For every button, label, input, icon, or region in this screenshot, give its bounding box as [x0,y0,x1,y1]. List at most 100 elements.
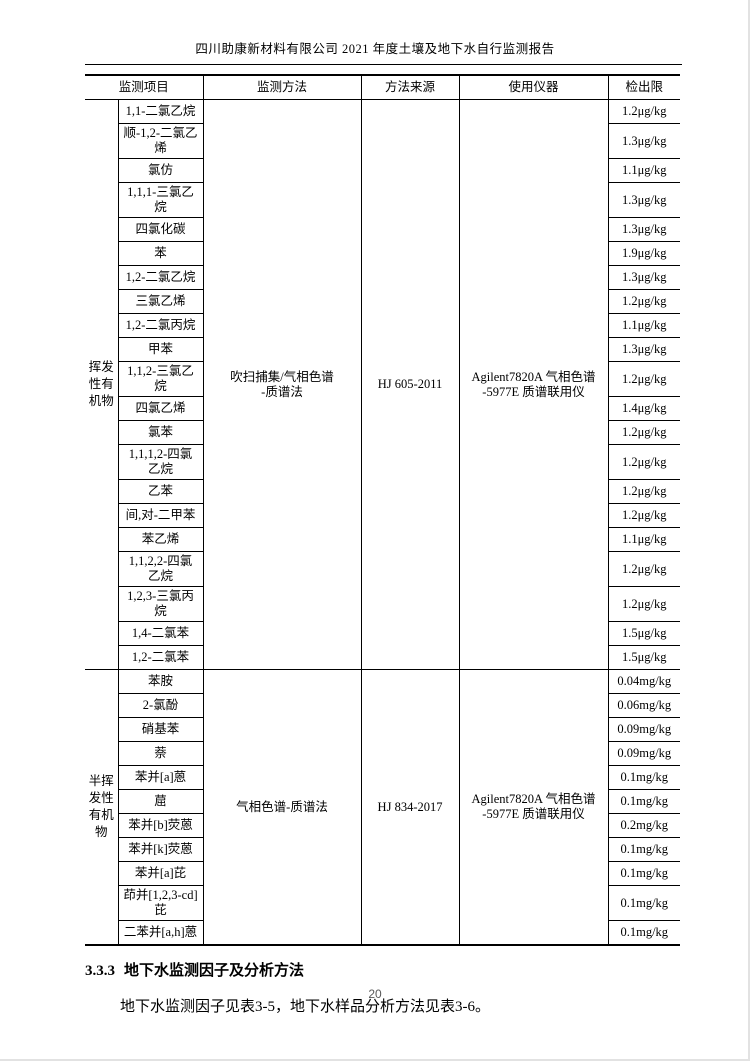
limit-cell: 1.3μg/kg [607,182,681,218]
item-cell: 1,1,2-三氯乙 烷 [117,361,204,397]
column-header-source: 方法来源 [360,74,460,100]
item-cell: 二苯并[a,h]蒽 [117,920,204,946]
column-header-method: 监测方法 [202,74,362,100]
table-row: 1,2-二氯丙烷 1.1μg/kg [85,313,681,338]
limit-cell: 1.5μg/kg [607,645,681,670]
item-cell: 四氯乙烯 [117,396,204,421]
item-cell: 甲苯 [117,337,204,362]
method-cell: 气相色谱-质谱法 [202,669,362,946]
group-category-cell: 挥发 性有 机物 [85,99,119,670]
column-header-item: 监测项目 [85,74,204,100]
item-cell: 苯并[a]芘 [117,861,204,886]
limit-cell: 1.5μg/kg [607,621,681,646]
item-cell: 氯仿 [117,158,204,183]
section-heading-title: 地下水监测因子及分析方法 [124,963,305,979]
item-cell: 苯并[b]荧蒽 [117,813,204,838]
table-row: 顺-1,2-二氯乙 烯 1.3μg/kg [85,123,681,159]
item-cell: 1,1,1-三氯乙 烷 [117,182,204,218]
limit-cell: 0.1mg/kg [607,789,681,814]
limit-cell: 0.1mg/kg [607,837,681,862]
table-row: 萘 0.09mg/kg [85,741,681,766]
item-cell: 苯胺 [117,669,204,694]
item-cell: 硝基苯 [117,717,204,742]
header-rule [85,64,682,65]
table-row: 半挥 发性 有机 物苯胺 气相色谱-质谱法 HJ 834-2017 Agilent78… [85,669,681,946]
source-cell: HJ 834-2017 [360,669,460,946]
table-row: 1,1,1,2-四氯 乙烷 1.2μg/kg [85,444,681,480]
item-cell: 顺-1,2-二氯乙 烯 [117,123,204,159]
document-header-title: 四川助康新材料有限公司 2021 年度土壤及地下水自行监测报告 [195,42,555,56]
item-cell: 三氯乙烯 [117,289,204,314]
limit-cell: 1.1μg/kg [607,158,681,183]
limit-cell: 0.1mg/kg [607,861,681,886]
table-row: 乙苯 1.2μg/kg [85,479,681,504]
item-cell: 茚并[1,2,3-cd] 芘 [117,885,204,921]
item-cell: 萘 [117,741,204,766]
limit-cell: 1.2μg/kg [607,586,681,622]
limit-cell: 1.1μg/kg [607,527,681,552]
item-cell: 1,1-二氯乙烷 [117,99,204,124]
instrument-cell: Agilent7820A 气相色谱 -5977E 质谱联用仪 [458,99,609,670]
item-cell: 1,2-二氯丙烷 [117,313,204,338]
item-cell: 䓛 [117,789,204,814]
item-cell: 四氯化碳 [117,217,204,242]
table-row: 三氯乙烯 1.2μg/kg [85,289,681,314]
table-row: 茚并[1,2,3-cd] 芘 0.1mg/kg [85,885,681,921]
limit-cell: 0.09mg/kg [607,741,681,766]
table-row: 氯仿 1.1μg/kg [85,158,681,183]
table-row: 苯乙烯 1.1μg/kg [85,527,681,552]
instrument-cell: Agilent7820A 气相色谱 -5977E 质谱联用仪 [458,669,609,946]
limit-cell: 1.2μg/kg [607,444,681,480]
table-row: 1,1,2-三氯乙 烷 1.2μg/kg [85,361,681,397]
table-row: 苯 1.9μg/kg [85,241,681,266]
limit-cell: 0.1mg/kg [607,885,681,921]
limit-cell: 0.04mg/kg [607,669,681,694]
item-cell: 苯 [117,241,204,266]
limit-cell: 1.2μg/kg [607,420,681,445]
column-header-instrument: 使用仪器 [458,74,609,100]
item-cell: 乙苯 [117,479,204,504]
limit-cell: 1.3μg/kg [607,123,681,159]
group-category-cell: 半挥 发性 有机 物 [85,669,119,946]
section-heading: 3.3.3 地下水监测因子及分析方法 [85,959,682,980]
limit-cell: 1.2μg/kg [607,551,681,587]
table-row: 1,1,2,2-四氯 乙烷 1.2μg/kg [85,551,681,587]
limit-cell: 1.2μg/kg [607,289,681,314]
limit-cell: 1.3μg/kg [607,265,681,290]
item-cell: 1,2-二氯苯 [117,645,204,670]
limit-cell: 1.9μg/kg [607,241,681,266]
item-cell: 苯乙烯 [117,527,204,552]
limit-cell: 1.4μg/kg [607,396,681,421]
section-heading-number: 3.3.3 [85,963,115,979]
limit-cell: 0.1mg/kg [607,920,681,946]
table-row: 苯并[b]荧蒽 0.2mg/kg [85,813,681,838]
table-row: 1,1,1-三氯乙 烷 1.3μg/kg [85,182,681,218]
table-row: 1,4-二氯苯 1.5μg/kg [85,621,681,646]
item-cell: 1,2-二氯乙烷 [117,265,204,290]
column-header-limit: 检出限 [607,74,681,100]
item-cell: 1,2,3-三氯丙 烷 [117,586,204,622]
limit-cell: 0.06mg/kg [607,693,681,718]
limit-cell: 1.1μg/kg [607,313,681,338]
table-row: 二苯并[a,h]蒽 0.1mg/kg [85,920,681,946]
item-cell: 1,1,2,2-四氯 乙烷 [117,551,204,587]
limit-cell: 1.3μg/kg [607,337,681,362]
item-cell: 1,1,1,2-四氯 乙烷 [117,444,204,480]
limit-cell: 1.2μg/kg [607,361,681,397]
item-cell: 氯苯 [117,420,204,445]
limit-cell: 0.1mg/kg [607,765,681,790]
item-cell: 1,4-二氯苯 [117,621,204,646]
table-row: 䓛 0.1mg/kg [85,789,681,814]
limit-cell: 1.2μg/kg [607,503,681,528]
table-row: 2-氯酚 0.06mg/kg [85,693,681,718]
body-paragraph: 地下水监测因子见表3-5，地下水样品分析方法见表3-6。 [120,999,490,1015]
item-cell: 间,对-二甲苯 [117,503,204,528]
table-header-row: 监测项目 监测方法 方法来源 使用仪器 检出限 [85,74,681,100]
method-cell: 吹扫捕集/气相色谱 -质谱法 [202,99,362,670]
limit-cell: 1.3μg/kg [607,217,681,242]
table-row: 苯并[a]芘 0.1mg/kg [85,861,681,886]
source-cell: HJ 605-2011 [360,99,460,670]
table-row: 氯苯 1.2μg/kg [85,420,681,445]
limit-cell: 0.2mg/kg [607,813,681,838]
